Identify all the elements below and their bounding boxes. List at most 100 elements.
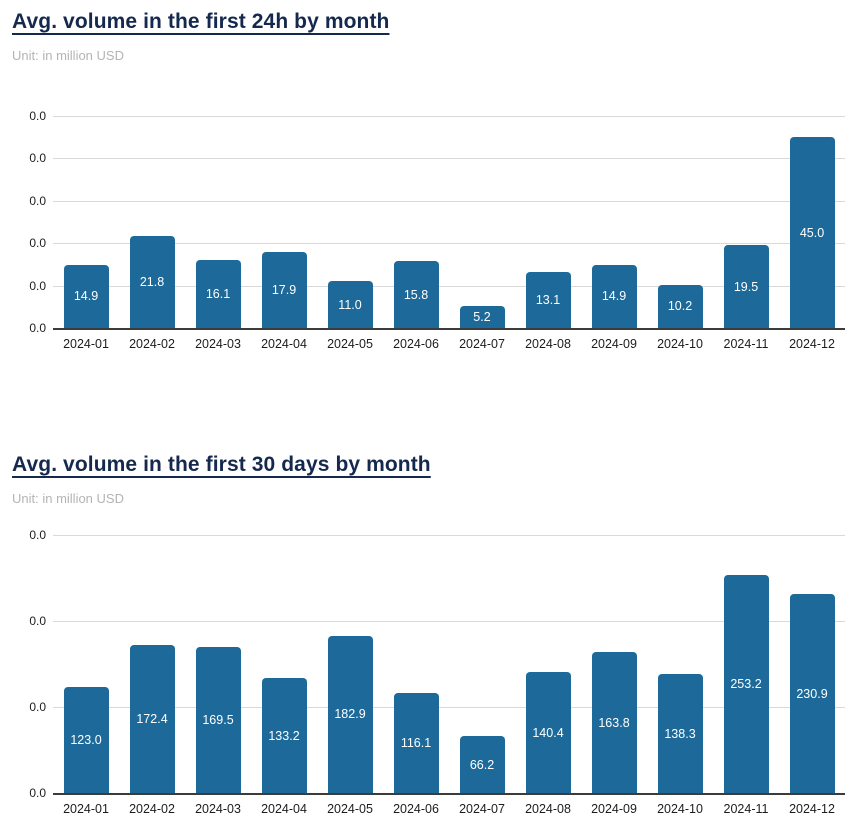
bar-value-label: 163.8 [598,715,630,730]
bar-2024-08: 13.1 [525,272,571,328]
x-axis-label: 2024-11 [723,337,769,351]
x-axis-label: 2024-06 [393,802,439,816]
x-axis-spacer [0,802,53,816]
bar-2024-10: 138.3 [657,674,703,793]
bar-2024-02: 21.8 [129,235,175,328]
bar-2024-06: 116.1 [393,693,439,793]
x-axis-label: 2024-03 [195,802,241,816]
bar-2024-08: 140.4 [525,672,571,793]
bar-2024-01: 123.0 [63,687,109,793]
y-axis-tick-label: 0.0 [29,700,46,714]
x-axis-labels: 2024-01 2024-02 2024-03 2024-04 2024-05 2024-… [53,802,845,816]
gridline [53,621,845,622]
y-axis-tick-label: 0.0 [29,528,46,542]
bar-2024-06: 15.8 [393,261,439,328]
y-axis-tick-label: 0.0 [29,786,46,800]
section-avg-volume-30d: Avg. volume in the first 30 days by mont… [0,452,855,816]
bar-slot: 5.2 [449,116,515,328]
bars-row: 14.9 21.8 16.1 17.9 11.0 15.8 5.2 13.1 14.9 10.2 1… [53,116,845,328]
bar-slot: 19.5 [713,116,779,328]
x-axis: 2024-01 2024-02 2024-03 2024-04 2024-05 2024-… [0,802,845,816]
x-axis-label: 2024-02 [129,802,175,816]
gridline [53,116,845,117]
bar-2024-07: 66.2 [459,736,505,793]
y-axis-tick-label: 0.0 [29,614,46,628]
x-axis-label: 2024-08 [525,802,571,816]
bar-slot: 16.1 [185,116,251,328]
bar-chart-30d: 0.0 0.0 0.0 0.0 123.0 172.4 169.5 133.2 182.9 116… [0,528,855,816]
plot-row: 0.0 0.0 0.0 0.0 0.0 0.0 14.9 21.8 16.1 17.9 11.0 15… [0,109,845,335]
bar-2024-04: 17.9 [261,252,307,328]
x-axis: 2024-01 2024-02 2024-03 2024-04 2024-05 2024-… [0,337,845,351]
bar-value-label: 138.3 [664,726,696,741]
x-axis-label: 2024-07 [459,337,505,351]
bar-value-label: 16.1 [205,286,231,301]
bar-slot: 182.9 [317,535,383,793]
bar-slot: 116.1 [383,535,449,793]
chart-title-24h: Avg. volume in the first 24h by month [12,10,390,33]
chart-title-30d: Avg. volume in the first 30 days by mont… [12,453,431,476]
bar-slot: 17.9 [251,116,317,328]
gridline [53,285,845,287]
bar-value-label: 15.8 [403,287,429,302]
bar-value-label: 116.1 [400,736,432,751]
bar-chart-24h: 0.0 0.0 0.0 0.0 0.0 0.0 14.9 21.8 16.1 17.9 11.0 15… [0,109,855,351]
bar-2024-12: 230.9 [789,594,835,793]
bar-slot: 21.8 [119,116,185,328]
bar-2024-10: 10.2 [657,284,703,328]
x-axis-label: 2024-10 [657,802,703,816]
x-axis-spacer [0,337,53,351]
x-axis-label: 2024-12 [789,802,835,816]
bar-value-label: 133.2 [268,728,300,743]
bar-value-label: 169.5 [202,713,234,728]
bar-2024-09: 14.9 [591,264,637,328]
bar-2024-09: 163.8 [591,652,637,793]
bar-value-label: 17.9 [271,283,297,298]
bar-value-label: 45.0 [799,225,825,240]
bar-2024-05: 11.0 [327,281,373,328]
y-axis: 0.0 0.0 0.0 0.0 0.0 0.0 [0,109,53,335]
x-axis-label: 2024-12 [789,337,835,351]
x-axis-label: 2024-04 [261,337,307,351]
x-axis-label: 2024-10 [657,337,703,351]
x-axis-labels: 2024-01 2024-02 2024-03 2024-04 2024-05 2024-… [53,337,845,351]
y-axis-tick-label: 0.0 [29,278,46,293]
gridline [53,158,845,160]
bar-2024-02: 172.4 [129,644,175,793]
gridline [53,200,845,202]
bar-slot: 14.9 [53,116,119,328]
bar-slot: 163.8 [581,535,647,793]
bar-value-label: 172.4 [136,711,168,726]
bar-slot: 123.0 [53,535,119,793]
x-axis-label: 2024-06 [393,337,439,351]
bar-slot: 10.2 [647,116,713,328]
bar-slot: 133.2 [251,535,317,793]
y-axis-tick-label: 0.0 [29,109,46,123]
bar-value-label: 230.9 [796,686,828,701]
y-axis-tick-label: 0.0 [29,151,46,166]
x-axis-label: 2024-01 [63,337,109,351]
bar-slot: 138.3 [647,535,713,793]
bar-slot: 169.5 [185,535,251,793]
bar-value-label: 10.2 [667,299,693,314]
bar-slot: 13.1 [515,116,581,328]
bar-2024-11: 253.2 [723,575,769,793]
plot-row: 0.0 0.0 0.0 0.0 123.0 172.4 169.5 133.2 182.9 116… [0,528,845,800]
bar-slot: 45.0 [779,116,845,328]
bar-2024-05: 182.9 [327,635,373,793]
x-axis-label: 2024-09 [591,802,637,816]
bar-2024-01: 14.9 [63,264,109,328]
bar-2024-07: 5.2 [459,305,505,328]
y-axis-tick-label: 0.0 [29,193,46,208]
x-axis-label: 2024-04 [261,802,307,816]
bar-value-label: 11.0 [338,297,362,312]
bar-slot: 230.9 [779,535,845,793]
bar-value-label: 14.9 [601,289,627,304]
bar-value-label: 5.2 [473,309,491,324]
gridline [53,707,845,708]
x-axis-label: 2024-09 [591,337,637,351]
bar-2024-03: 16.1 [195,259,241,328]
plot-area: 14.9 21.8 16.1 17.9 11.0 15.8 5.2 13.1 14.9 10.2 1… [53,116,845,330]
gridline [53,535,845,536]
